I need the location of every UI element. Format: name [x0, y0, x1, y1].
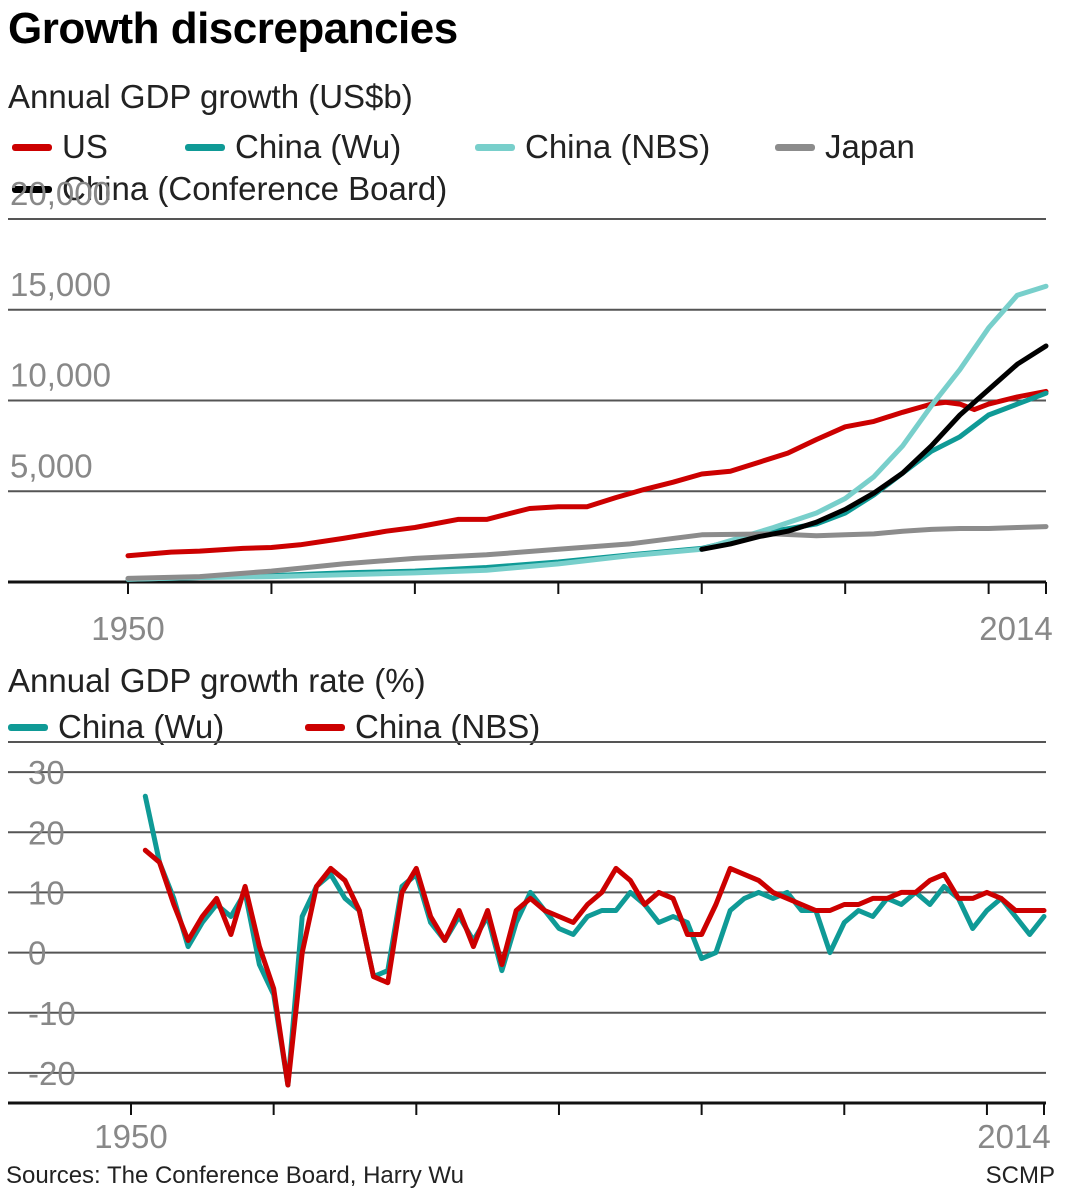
bottom-y-tick-label: -20 [28, 1055, 76, 1092]
top-series-line-china-conference-board [699, 343, 1049, 552]
legend-swatch-japan [775, 143, 815, 151]
legend-item-rate-china-wu: China (Wu) [8, 708, 224, 746]
bottom-y-tick-label: -10 [28, 995, 76, 1032]
legend-swatch-china-nbs [475, 143, 515, 151]
sources-note: Sources: The Conference Board, Harry Wu [6, 1162, 464, 1189]
top-y-tick-label: 10,000 [10, 357, 111, 394]
legend-swatch-china-cb [12, 185, 52, 193]
legend-item-rate-china-nbs: China (NBS) [305, 708, 540, 746]
legend-label-us: US [62, 128, 108, 165]
top-series-line-japan [125, 524, 1049, 581]
legend-item-us: US [12, 128, 108, 166]
legend-label-japan: Japan [825, 128, 915, 165]
legend-label-rate-china-wu: China (Wu) [58, 708, 225, 745]
legend-swatch-us [12, 143, 52, 151]
top-y-tick-label: 15,000 [10, 266, 111, 303]
top-chart-subtitle: Annual GDP growth (US$b) [8, 78, 413, 115]
top-series-line-china-nbs [125, 283, 1049, 582]
top-series-line-china-wu [125, 390, 1049, 582]
legend-label-china-cb: China (Conference Board) [62, 170, 448, 207]
publisher-credit: SCMP [985, 1162, 1055, 1189]
top-y-tick-label: 20,000 [10, 175, 111, 212]
legend-label-china-wu: China (Wu) [235, 128, 402, 165]
legend-label-rate-china-nbs: China (NBS) [355, 708, 541, 745]
legend-item-china-nbs: China (NBS) [475, 128, 710, 166]
bottom-x-tick-label: 1950 [94, 1118, 167, 1155]
top-x-tick-label: 2014 [979, 610, 1052, 647]
bottom-y-tick-label: 10 [28, 874, 65, 911]
top-series-line-us [125, 388, 1049, 559]
bottom-y-tick-label: 30 [28, 754, 65, 791]
legend-item-china-cb: China (Conference Board) [12, 170, 447, 208]
bottom-x-tick-label: 2014 [977, 1118, 1050, 1155]
bottom-y-tick-label: 20 [28, 814, 65, 851]
legend-item-japan: Japan [775, 128, 915, 166]
legend-swatch-rate-china-wu [8, 723, 48, 731]
legend-item-china-wu: China (Wu) [185, 128, 401, 166]
chart-title: Growth discrepancies [8, 4, 458, 53]
bottom-series-line-china-nbs [142, 847, 1047, 1088]
top-x-tick-label: 1950 [91, 610, 164, 647]
legend-swatch-rate-china-nbs [305, 723, 345, 731]
bottom-chart-subtitle: Annual GDP growth rate (%) [8, 662, 426, 699]
legend-swatch-china-wu [185, 143, 225, 151]
legend-label-china-nbs: China (NBS) [525, 128, 711, 165]
bottom-y-tick-label: 0 [28, 935, 46, 972]
top-y-tick-label: 5,000 [10, 447, 93, 484]
